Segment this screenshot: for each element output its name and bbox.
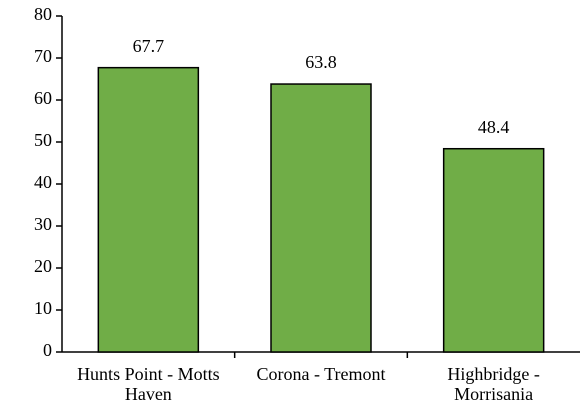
bar xyxy=(442,147,545,353)
y-tick-label: 60 xyxy=(34,88,52,108)
y-tick-label: 80 xyxy=(34,4,52,24)
y-tick-label: 50 xyxy=(34,130,52,150)
y-tick-label: 20 xyxy=(34,256,52,276)
data-label: 63.8 xyxy=(305,52,337,72)
bar xyxy=(270,83,372,353)
x-tick-label: Highbridge - Morrisania xyxy=(447,364,540,404)
bar xyxy=(97,66,200,353)
y-tick-label: 10 xyxy=(34,298,52,318)
x-tick-label: Hunts Point - Motts Haven xyxy=(77,364,220,404)
data-label: 48.4 xyxy=(478,117,510,137)
data-label: 67.7 xyxy=(133,36,165,56)
y-tick-label: 40 xyxy=(34,172,52,192)
x-tick-label: Corona - Tremont xyxy=(256,364,386,384)
y-tick-label: 0 xyxy=(43,340,52,360)
y-tick-label: 70 xyxy=(34,46,52,66)
y-tick-label: 30 xyxy=(34,214,52,234)
